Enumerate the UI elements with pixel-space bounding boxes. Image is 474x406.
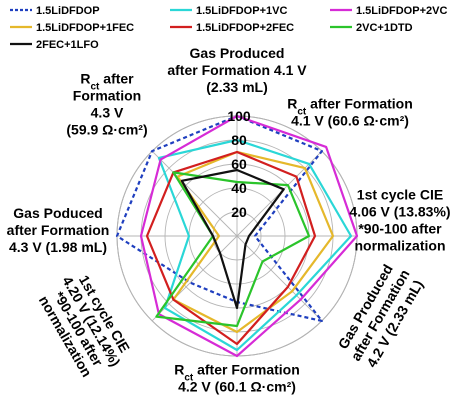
axis-label-line: Gas Poduced	[13, 205, 102, 221]
legend-label: 2FEC+1LFO	[36, 39, 99, 51]
axis-label-line: 4.2 V (60.1 Ω·cm²)	[178, 379, 296, 395]
tick-label: 20	[231, 204, 247, 220]
legend-item: 1.5LiDFDOP	[10, 5, 100, 17]
axis-label-line: Rct after Formation	[174, 362, 300, 384]
axis-label-line: Formation	[73, 88, 141, 104]
legend-label: 1.5LiDFDOP+2VC	[356, 5, 447, 17]
tick-label: 40	[231, 180, 247, 196]
series-layer	[115, 114, 359, 358]
series-line	[139, 114, 359, 358]
grid-spoke	[151, 150, 238, 237]
tick-label: 100	[227, 108, 251, 124]
axis-label-line: 4.3 V	[91, 105, 124, 121]
axis-label-line: *90-100 after	[358, 221, 442, 237]
axis-label-line: 4.3 V (1.98 mL)	[9, 239, 107, 255]
axis-label-line: Rct after Formation	[287, 96, 413, 118]
legend-item: 1.5LiDFDOP+1VC	[170, 5, 287, 17]
axis-label-line: Rct after	[80, 71, 134, 93]
legend-label: 1.5LiDFDOP+1VC	[196, 5, 287, 17]
axis-label-line: 4.1 V (60.6 Ω·cm²)	[291, 113, 409, 129]
axis-label-line: normalization	[354, 238, 445, 254]
axis-label-line: after Formation	[7, 222, 110, 238]
axis-label-line: (2.33 mL)	[206, 79, 267, 95]
series-line	[180, 168, 285, 310]
series-line	[145, 150, 317, 346]
legend-label: 1.5LiDFDOP+1FEC	[36, 22, 134, 34]
legend-label: 1.5LiDFDOP	[36, 5, 100, 17]
legend-label: 2VC+1DTD	[356, 22, 413, 34]
legend-item: 1.5LiDFDOP+1FEC	[10, 22, 134, 34]
axis-label-line: after Formation 4.1 V	[167, 62, 307, 78]
legend-item: 2FEC+1LFO	[10, 39, 99, 51]
axis-label-line: (59.9 Ω·cm²)	[66, 122, 147, 138]
legend-item: 2VC+1DTD	[330, 22, 413, 34]
tick-labels: 20 40 60 80 100	[227, 108, 251, 220]
legend-item: 1.5LiDFDOP+2FEC	[170, 22, 294, 34]
axis-label-line: Gas Produced	[190, 45, 285, 61]
legend: 1.5LiDFDOP 1.5LiDFDOP+1VC 1.5LiDFDOP+2VC 1.…	[10, 5, 447, 51]
series-line	[155, 171, 311, 328]
legend-item: 1.5LiDFDOP+2VC	[330, 5, 447, 17]
tick-label: 80	[231, 132, 247, 148]
axis-label-line: 1st cycle CIE	[357, 187, 443, 203]
tick-label: 60	[231, 156, 247, 172]
grid-spoke	[236, 235, 323, 322]
legend-label: 1.5LiDFDOP+2FEC	[196, 22, 294, 34]
axis-label-line: 4.06 V (13.83%)	[349, 204, 450, 220]
